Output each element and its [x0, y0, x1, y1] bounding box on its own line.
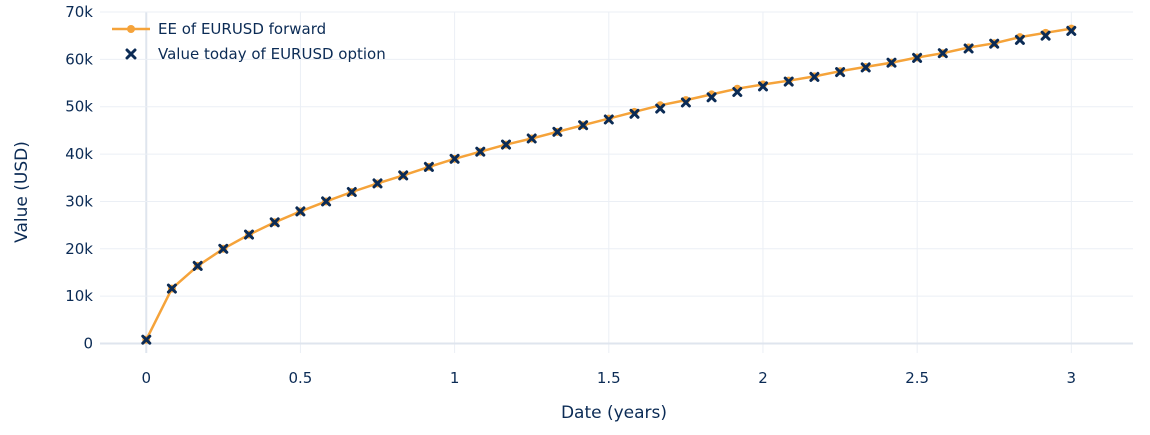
y-axis-title: Value (USD) — [12, 141, 32, 243]
y-tick-label: 30k — [65, 192, 93, 210]
y-tick-label: 20k — [65, 240, 93, 258]
legend-label-option-value: Value today of EURUSD option — [158, 45, 386, 63]
point-option-value[interactable] — [449, 153, 460, 164]
x-tick-label: 3 — [1067, 369, 1077, 387]
x-tick-label: 0.5 — [289, 369, 313, 387]
point-option-value[interactable] — [732, 87, 743, 97]
point-option-value[interactable] — [295, 206, 306, 217]
x-axis-title: Date (years) — [561, 403, 667, 423]
point-option-value[interactable] — [321, 196, 332, 207]
y-tick-label: 60k — [65, 50, 93, 68]
point-option-value[interactable] — [989, 38, 1000, 49]
x-tick-label: 2.5 — [905, 369, 929, 387]
point-option-value[interactable] — [346, 187, 357, 197]
point-option-value[interactable] — [706, 92, 717, 103]
point-option-value[interactable] — [372, 178, 383, 189]
point-option-value[interactable] — [860, 62, 871, 73]
point-option-value[interactable] — [886, 57, 897, 68]
point-option-value[interactable] — [192, 260, 203, 271]
tick-labels: 0 0.5 1 1.5 2 2.5 3 0 10k 20k 30k 40k 50k 60k 70k — [65, 3, 1076, 387]
point-option-value[interactable] — [629, 108, 640, 119]
legend-item-ee-forward[interactable]: EE of EURUSD forward — [112, 20, 326, 38]
point-option-value[interactable] — [809, 71, 820, 82]
point-option-value[interactable] — [398, 170, 409, 181]
y-tick-label: 10k — [65, 287, 93, 305]
x-tick-label: 2 — [758, 369, 768, 387]
point-option-value[interactable] — [963, 43, 974, 54]
point-option-value[interactable] — [475, 146, 486, 157]
point-option-value[interactable] — [269, 217, 280, 228]
point-option-value[interactable] — [937, 48, 948, 59]
point-option-value[interactable] — [423, 161, 434, 172]
x-tick-label: 1 — [450, 369, 460, 387]
legend-label-ee-forward: EE of EURUSD forward — [158, 20, 326, 38]
point-option-value[interactable] — [526, 133, 537, 144]
y-tick-label: 40k — [65, 145, 93, 163]
legend-item-option-value[interactable]: Value today of EURUSD option — [125, 45, 386, 63]
point-option-value[interactable] — [1040, 30, 1051, 41]
legend: EE of EURUSD forward Value today of EURU… — [112, 20, 386, 63]
point-option-value[interactable] — [244, 229, 254, 240]
point-option-value[interactable] — [1014, 34, 1025, 45]
point-option-value[interactable] — [603, 114, 614, 125]
plot-area — [141, 24, 1077, 345]
point-option-value[interactable] — [552, 126, 563, 137]
point-option-value[interactable] — [783, 76, 794, 87]
point-option-value[interactable] — [680, 97, 691, 108]
x-tick-label: 1.5 — [597, 369, 621, 387]
point-option-value[interactable] — [655, 103, 666, 114]
point-option-value[interactable] — [166, 283, 177, 294]
grid — [100, 11, 1133, 353]
point-option-value[interactable] — [141, 334, 152, 345]
point-option-value[interactable] — [578, 120, 589, 131]
point-option-value[interactable] — [218, 243, 229, 254]
y-tick-label: 70k — [65, 3, 93, 21]
point-option-value[interactable] — [1066, 25, 1077, 36]
point-option-value[interactable] — [835, 67, 846, 78]
y-tick-label: 50k — [65, 98, 93, 116]
legend-marker-x — [125, 48, 137, 60]
point-option-value[interactable] — [501, 139, 511, 150]
y-tick-label: 0 — [83, 335, 93, 353]
point-option-value[interactable] — [912, 52, 923, 63]
x-tick-label: 0 — [141, 369, 151, 387]
point-option-value[interactable] — [758, 81, 768, 92]
legend-marker-circle — [127, 25, 135, 33]
